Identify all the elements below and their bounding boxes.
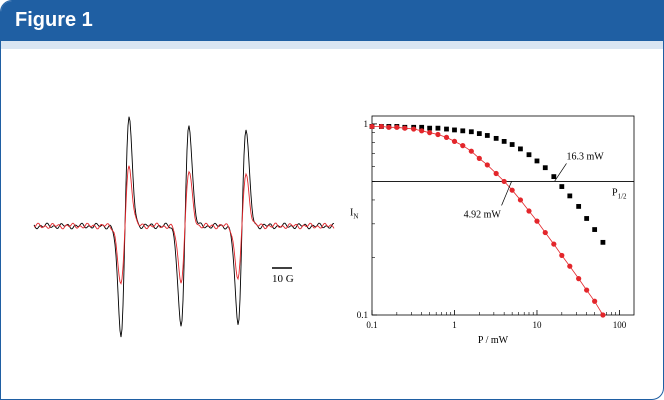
data-point-black xyxy=(559,184,565,189)
epr-trace-black xyxy=(33,116,335,338)
data-point-red xyxy=(592,298,598,304)
data-point-red xyxy=(386,124,392,130)
x-tick-label: 100 xyxy=(613,320,627,330)
data-point-black xyxy=(592,227,598,232)
data-point-red xyxy=(476,155,482,161)
figure-title: Figure 1 xyxy=(15,9,93,31)
data-point-red xyxy=(468,148,474,154)
data-point-red xyxy=(484,162,490,168)
data-point-red xyxy=(451,138,458,144)
data-point-red xyxy=(509,187,515,193)
data-point-red xyxy=(443,134,450,140)
data-point-black xyxy=(484,133,490,138)
data-point-red xyxy=(460,143,466,149)
data-point-red xyxy=(542,229,548,236)
data-point-red xyxy=(411,126,417,132)
data-point-black xyxy=(600,239,606,245)
x-tick-label: 0.1 xyxy=(366,320,377,330)
data-point-red xyxy=(369,123,375,130)
data-point-red xyxy=(517,197,524,203)
data-point-black xyxy=(576,204,582,209)
y-tick-label: 1 xyxy=(364,119,369,129)
data-point-red xyxy=(435,131,441,138)
annotation-leader xyxy=(501,181,512,206)
x-tick-label: 10 xyxy=(532,320,542,330)
data-point-black xyxy=(509,142,515,147)
data-point-black xyxy=(584,216,590,221)
data-point-red xyxy=(427,130,433,136)
y-axis-label: IN xyxy=(350,208,358,221)
data-point-black xyxy=(452,127,457,133)
data-point-black xyxy=(567,193,573,199)
data-point-red xyxy=(402,125,408,131)
data-point-red xyxy=(419,128,425,134)
p-half-label: P1/2 xyxy=(612,187,627,200)
data-point-red xyxy=(534,218,540,224)
data-point-black xyxy=(518,146,523,152)
scale-bar-label: 10 G xyxy=(272,273,294,285)
plot-frame xyxy=(371,115,635,316)
data-point-black xyxy=(551,174,557,179)
data-point-black xyxy=(501,138,507,144)
data-point-red xyxy=(567,263,573,269)
data-point-black xyxy=(468,129,474,135)
data-point-red xyxy=(493,170,499,177)
data-point-red xyxy=(576,276,582,282)
data-point-red xyxy=(394,124,400,130)
data-point-black xyxy=(419,124,425,130)
data-point-red xyxy=(501,178,507,185)
annotation-leader xyxy=(554,163,567,182)
data-point-red xyxy=(584,287,590,293)
data-point-black xyxy=(460,128,466,134)
data-point-red xyxy=(559,252,565,259)
data-point-black xyxy=(542,165,548,171)
data-point-black xyxy=(427,125,433,131)
data-point-black xyxy=(476,131,482,136)
data-point-black xyxy=(493,135,499,141)
annotation-4-92-mw: 4.92 mW xyxy=(464,209,502,220)
data-point-black xyxy=(534,158,540,164)
figure-header: Figure 1 xyxy=(1,1,663,41)
x-axis-label: P / mW xyxy=(478,335,509,346)
data-point-red xyxy=(600,312,606,318)
annotation-16-3-mw: 16.3 mW xyxy=(566,151,604,162)
data-point-black xyxy=(435,125,441,131)
x-tick-label: 1 xyxy=(452,320,457,330)
data-point-red xyxy=(378,123,384,130)
data-point-black xyxy=(526,152,532,158)
epr-trace-red xyxy=(33,165,335,285)
data-point-red xyxy=(526,208,532,214)
data-point-black xyxy=(444,126,449,132)
header-underline xyxy=(1,41,663,49)
y-tick-label: 0.1 xyxy=(357,310,368,320)
data-point-red xyxy=(551,241,557,247)
